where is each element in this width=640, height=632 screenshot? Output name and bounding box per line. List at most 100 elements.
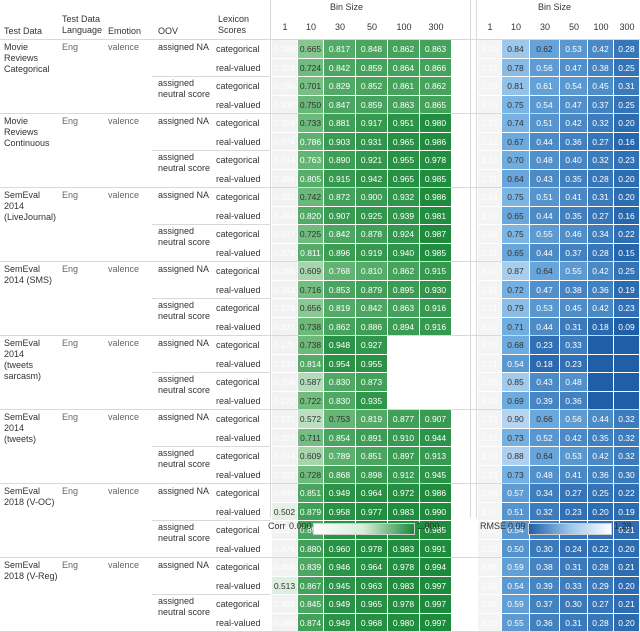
group-language: Eng bbox=[62, 486, 78, 497]
rmse-cell: 0.38 bbox=[530, 558, 560, 577]
rmse-cell: 0.42 bbox=[588, 299, 614, 318]
corr-cell: 0.863 bbox=[420, 40, 452, 59]
rmse-cell: 1.09 bbox=[478, 207, 502, 226]
corr-cell: 0.476 bbox=[272, 540, 298, 559]
corr-cell bbox=[420, 336, 452, 355]
oov-label: assigned neutral score bbox=[158, 78, 210, 100]
corr-cell: 0.175 bbox=[272, 336, 298, 355]
header-bin-size-right: Bin Size bbox=[538, 2, 571, 13]
rmse-cell: 0.28 bbox=[588, 614, 614, 632]
rmse-cell: 1.16 bbox=[478, 225, 502, 244]
lexicon-label: real-valued bbox=[216, 211, 261, 222]
corr-cell: 0.878 bbox=[356, 225, 388, 244]
rmse-cell: 0.52 bbox=[530, 429, 560, 448]
lexicon-label: real-valued bbox=[216, 433, 261, 444]
rmse-cell: 0.31 bbox=[560, 318, 588, 337]
rmse-cell: 0.51 bbox=[530, 114, 560, 133]
oov-label: assigned neutral score bbox=[158, 300, 210, 322]
corr-cell: 0.851 bbox=[298, 484, 324, 503]
rmse-cell: 0.39 bbox=[530, 577, 560, 596]
rmse-cell: 1.24 bbox=[478, 447, 502, 466]
rmse-cell: 0.27 bbox=[560, 484, 588, 503]
rmse-cell: 0.54 bbox=[530, 96, 560, 115]
rmse-cell: 0.36 bbox=[560, 392, 588, 411]
corr-cell: 0.983 bbox=[388, 540, 420, 559]
corr-cell: 0.724 bbox=[298, 59, 324, 78]
corr-cell: 0.867 bbox=[298, 577, 324, 596]
corr-cell: 0.960 bbox=[324, 540, 356, 559]
oov-label: assigned NA bbox=[158, 42, 209, 53]
lexicon-label: real-valued bbox=[216, 174, 261, 185]
group-emotion: valence bbox=[108, 560, 139, 571]
rmse-cell: 1.16 bbox=[478, 466, 502, 485]
header-rule bbox=[0, 39, 640, 40]
corr-cell: 0.965 bbox=[356, 595, 388, 614]
corr-cell: 0.868 bbox=[324, 466, 356, 485]
rmse-cell: 0.20 bbox=[614, 188, 640, 207]
rmse-cell: 0.44 bbox=[530, 207, 560, 226]
column-divider bbox=[270, 0, 271, 518]
corr-cell: 0.206 bbox=[272, 373, 298, 392]
rmse-cell: 0.75 bbox=[502, 188, 530, 207]
corr-cell: 0.990 bbox=[420, 503, 452, 522]
corr-cell: 0.386 bbox=[272, 170, 298, 189]
rmse-cell: 0.25 bbox=[614, 59, 640, 78]
lexicon-label: real-valued bbox=[216, 470, 261, 481]
oov-label: assigned neutral score bbox=[158, 226, 210, 248]
rmse-cell: 1.20 bbox=[478, 40, 502, 59]
oov-separator bbox=[152, 298, 270, 299]
rmse-cell: 0.71 bbox=[502, 318, 530, 337]
corr-cell: 0.944 bbox=[420, 429, 452, 448]
rmse-cell: 0.75 bbox=[502, 225, 530, 244]
corr-cell: 0.665 bbox=[298, 40, 324, 59]
rmse-cell: 0.34 bbox=[588, 225, 614, 244]
corr-cell: 0.805 bbox=[298, 170, 324, 189]
rmse-cell: 0.70 bbox=[502, 151, 530, 170]
corr-cell: 0.854 bbox=[324, 429, 356, 448]
rmse-cell: 0.28 bbox=[588, 170, 614, 189]
lexicon-label: categorical bbox=[216, 414, 260, 425]
rmse-cell: 0.27 bbox=[588, 133, 614, 152]
rmse-cell: 0.29 bbox=[588, 577, 614, 596]
corr-cell: 0.983 bbox=[388, 577, 420, 596]
corr-cell: 0.458 bbox=[272, 558, 298, 577]
corr-cell: 0.763 bbox=[298, 151, 324, 170]
corr-cell: 0.907 bbox=[324, 207, 356, 226]
rmse-cell: 1.24 bbox=[478, 392, 502, 411]
group-language: Eng bbox=[62, 116, 78, 127]
rmse-cell: 0.23 bbox=[560, 503, 588, 522]
rmse-cell: 0.32 bbox=[530, 503, 560, 522]
rmse-cell: 0.36 bbox=[588, 281, 614, 300]
header-oov: OOV bbox=[158, 26, 178, 37]
corr-cell: 0.935 bbox=[356, 392, 388, 411]
corr-cell: 0.985 bbox=[420, 170, 452, 189]
rmse-cell: 0.51 bbox=[530, 188, 560, 207]
lexicon-label: categorical bbox=[216, 118, 260, 129]
rmse-cell: 0.37 bbox=[588, 96, 614, 115]
rmse-cell: 0.67 bbox=[502, 133, 530, 152]
rmse-cell: 0.64 bbox=[502, 170, 530, 189]
oov-label: assigned neutral score bbox=[158, 374, 210, 396]
oov-label: assigned NA bbox=[158, 412, 209, 423]
rmse-cell: 0.19 bbox=[614, 503, 640, 522]
rmse-cell: 0.25 bbox=[588, 484, 614, 503]
corr-cell: 0.915 bbox=[420, 262, 452, 281]
corr-cell: 0.916 bbox=[420, 318, 452, 337]
bin-header-left-10: 10 bbox=[298, 22, 324, 33]
corr-cell: 0.852 bbox=[356, 77, 388, 96]
lexicon-label: categorical bbox=[216, 340, 260, 351]
rmse-cell: 0.74 bbox=[502, 114, 530, 133]
group-emotion: valence bbox=[108, 338, 139, 349]
corr-cell: 0.317 bbox=[272, 225, 298, 244]
corr-legend-max: 1.000 bbox=[417, 521, 440, 531]
rmse-cell: 0.81 bbox=[502, 77, 530, 96]
rmse-cell: 1.22 bbox=[478, 262, 502, 281]
rmse-cell: 0.69 bbox=[502, 392, 530, 411]
corr-cell: 0.335 bbox=[272, 96, 298, 115]
column-divider bbox=[476, 0, 477, 518]
rmse-cell: 0.38 bbox=[588, 59, 614, 78]
corr-cell: 0.954 bbox=[324, 355, 356, 374]
corr-cell: 0.326 bbox=[272, 114, 298, 133]
rmse-cell: 0.42 bbox=[588, 262, 614, 281]
corr-cell: 0.916 bbox=[420, 299, 452, 318]
